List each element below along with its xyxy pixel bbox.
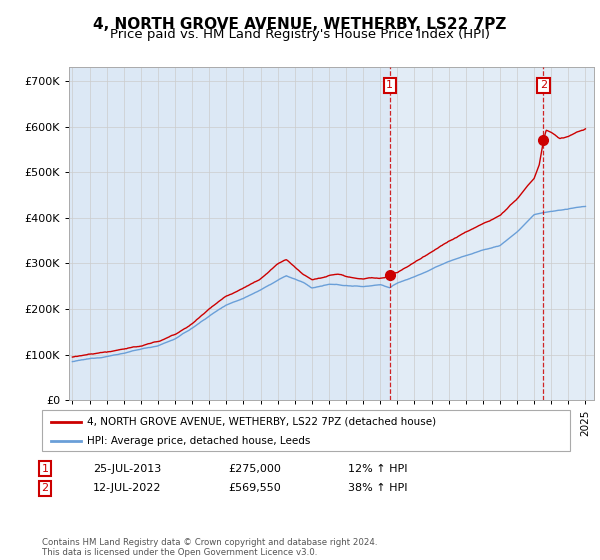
Text: 4, NORTH GROVE AVENUE, WETHERBY, LS22 7PZ: 4, NORTH GROVE AVENUE, WETHERBY, LS22 7P…	[94, 17, 506, 31]
Text: 12% ↑ HPI: 12% ↑ HPI	[348, 464, 407, 474]
Text: 2: 2	[539, 81, 547, 91]
Text: Contains HM Land Registry data © Crown copyright and database right 2024.
This d: Contains HM Land Registry data © Crown c…	[42, 538, 377, 557]
Text: HPI: Average price, detached house, Leeds: HPI: Average price, detached house, Leed…	[87, 436, 310, 446]
Text: 4, NORTH GROVE AVENUE, WETHERBY, LS22 7PZ (detached house): 4, NORTH GROVE AVENUE, WETHERBY, LS22 7P…	[87, 417, 436, 427]
Text: 38% ↑ HPI: 38% ↑ HPI	[348, 483, 407, 493]
Text: £569,550: £569,550	[228, 483, 281, 493]
Text: 25-JUL-2013: 25-JUL-2013	[93, 464, 161, 474]
Text: 1: 1	[386, 81, 394, 91]
Text: 2: 2	[41, 483, 49, 493]
Text: Price paid vs. HM Land Registry's House Price Index (HPI): Price paid vs. HM Land Registry's House …	[110, 28, 490, 41]
Text: 1: 1	[41, 464, 49, 474]
Bar	[390, 67, 594, 400]
Text: £275,000: £275,000	[228, 464, 281, 474]
Text: 12-JUL-2022: 12-JUL-2022	[93, 483, 161, 493]
